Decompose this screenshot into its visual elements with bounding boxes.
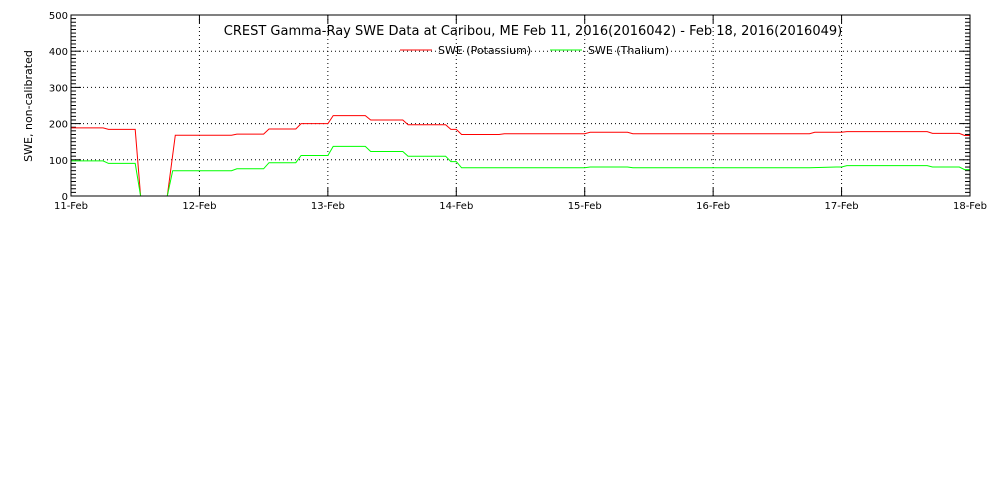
- y-tick-labels: 0 100 200 300 400 500: [49, 11, 68, 203]
- x-tick-label: 12-Feb: [182, 201, 216, 212]
- y-tick-label: 400: [49, 47, 68, 58]
- series-line-thalium: [71, 145, 970, 197]
- y-tick-label: 100: [49, 156, 68, 167]
- legend-label: SWE (Thalium): [588, 44, 669, 57]
- chart-title: CREST Gamma-Ray SWE Data at Caribou, ME …: [224, 24, 842, 39]
- y-axis-label: SWE, non-calibrated: [22, 50, 35, 162]
- x-tick-label: 18-Feb: [953, 201, 987, 212]
- y-tick-label: 200: [49, 120, 68, 131]
- x-tick-label: 17-Feb: [825, 201, 859, 212]
- y-tick-label: 0: [62, 192, 68, 203]
- x-tick-label: 11-Feb: [54, 201, 88, 212]
- series-line-potassium: [71, 115, 970, 197]
- x-tick-label: 14-Feb: [439, 201, 473, 212]
- x-tick-label: 15-Feb: [568, 201, 602, 212]
- x-tick-label: 16-Feb: [696, 201, 730, 212]
- x-tick-labels: 11-Feb 12-Feb 13-Feb 14-Feb 15-Feb 16-Feb 17-F…: [54, 201, 987, 212]
- plot-frame: [70, 14, 971, 197]
- x-tick-label: 13-Feb: [311, 201, 345, 212]
- legend-label: SWE (Potassium): [438, 44, 531, 57]
- legend: SWE (Potassium) SWE (Thalium): [400, 44, 669, 57]
- y-tick-label: 500: [49, 11, 68, 22]
- y-tick-label: 300: [49, 83, 68, 94]
- series-lines: [71, 115, 970, 197]
